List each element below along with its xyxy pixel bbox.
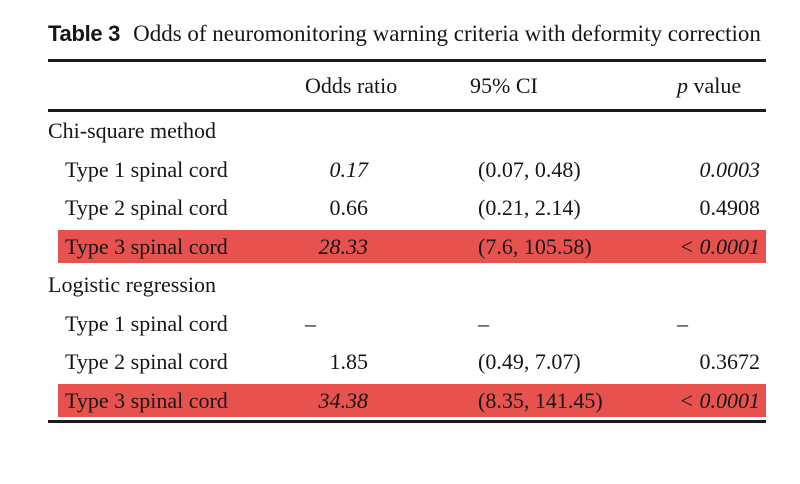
- section-row-chi-square: Chi-square method: [48, 112, 766, 151]
- header-p-value: p value: [677, 72, 742, 98]
- p-value-cell: 0.0003: [699, 156, 761, 182]
- odds-ratio-cell: 0.17: [329, 156, 369, 182]
- section-row-logistic-regression: Logistic regression: [48, 266, 766, 305]
- row-label: Type 2 spinal cord: [65, 195, 228, 221]
- table-row-chi-type2: Type 2 spinal cord 0.66 (0.21, 2.14) 0.4…: [48, 189, 766, 228]
- table-caption: Table 3 Odds of neuromonitoring warning c…: [48, 16, 766, 51]
- p-value-cell: 0.4908: [699, 195, 761, 221]
- section-label: Logistic regression: [48, 272, 217, 298]
- p-value-cell: < 0.0001: [679, 387, 760, 413]
- odds-ratio-cell: 0.66: [329, 195, 369, 221]
- row-label: Type 2 spinal cord: [65, 349, 228, 375]
- row-label: Type 3 spinal cord: [65, 387, 228, 413]
- ci-cell: (8.35, 141.45): [478, 387, 603, 413]
- table-row-log-type3-highlighted: Type 3 spinal cord 34.38 (8.35, 141.45) …: [48, 381, 766, 420]
- table-rule-mid: [48, 109, 766, 112]
- table-row-chi-type1: Type 1 spinal cord 0.17 (0.07, 0.48) 0.0…: [48, 151, 766, 190]
- ci-cell: –: [478, 310, 489, 336]
- row-label: Type 1 spinal cord: [65, 310, 228, 336]
- table-caption-label: Table 3: [48, 21, 121, 46]
- paper-table-figure: Table 3 Odds of neuromonitoring warning c…: [48, 16, 766, 423]
- row-label: Type 3 spinal cord: [65, 233, 228, 259]
- table-row-log-type1: Type 1 spinal cord – – –: [48, 305, 766, 344]
- ci-cell: (0.07, 0.48): [478, 156, 581, 182]
- table-rule-top: [48, 59, 766, 62]
- header-odds-ratio: Odds ratio: [305, 72, 398, 98]
- table-header-row: Odds ratio 95% CI p value: [48, 62, 766, 109]
- table-caption-text: Odds of neuromonitoring warning criteria…: [133, 21, 761, 46]
- p-value-cell: < 0.0001: [679, 233, 760, 259]
- header-95ci: 95% CI: [470, 72, 538, 98]
- odds-ratio-cell: –: [305, 310, 316, 336]
- table-rule-bottom: [48, 420, 766, 423]
- row-label: Type 1 spinal cord: [65, 156, 228, 182]
- ci-cell: (0.49, 7.07): [478, 349, 581, 375]
- ci-cell: (0.21, 2.14): [478, 195, 581, 221]
- section-label: Chi-square method: [48, 118, 217, 144]
- table-row-chi-type3-highlighted: Type 3 spinal cord 28.33 (7.6, 105.58) <…: [48, 227, 766, 266]
- odds-ratio-cell: 28.33: [318, 233, 369, 259]
- odds-ratio-cell: 1.85: [329, 349, 369, 375]
- ci-cell: (7.6, 105.58): [478, 233, 592, 259]
- p-value-cell: –: [677, 310, 688, 336]
- odds-ratio-cell: 34.38: [318, 387, 369, 413]
- table-row-log-type2: Type 2 spinal cord 1.85 (0.49, 7.07) 0.3…: [48, 343, 766, 382]
- p-value-cell: 0.3672: [699, 349, 761, 375]
